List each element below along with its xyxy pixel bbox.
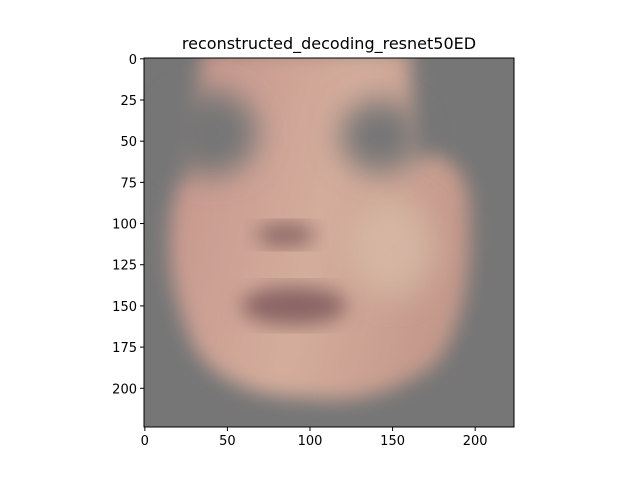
- y-tick-label: 100: [112, 218, 137, 233]
- y-tick-label: 200: [112, 382, 137, 397]
- chart-title: reconstructed_decoding_resnet50ED: [182, 34, 476, 54]
- y-tick-label: 25: [120, 94, 137, 109]
- y-tick-label: 0: [129, 53, 137, 68]
- x-tick-label: 200: [463, 434, 488, 449]
- axes-frame: [143, 57, 515, 428]
- y-tick-label: 75: [120, 176, 137, 191]
- y-tick-label: 175: [112, 341, 137, 356]
- x-tick-label: 100: [298, 434, 323, 449]
- y-tick-label: 150: [112, 300, 137, 315]
- x-tick-label: 50: [219, 434, 236, 449]
- image: [144, 58, 514, 427]
- y-tick-label: 125: [112, 259, 137, 274]
- y-tick-label: 50: [120, 135, 137, 150]
- x-tick-label: 0: [141, 434, 149, 449]
- x-tick-label: 150: [380, 434, 405, 449]
